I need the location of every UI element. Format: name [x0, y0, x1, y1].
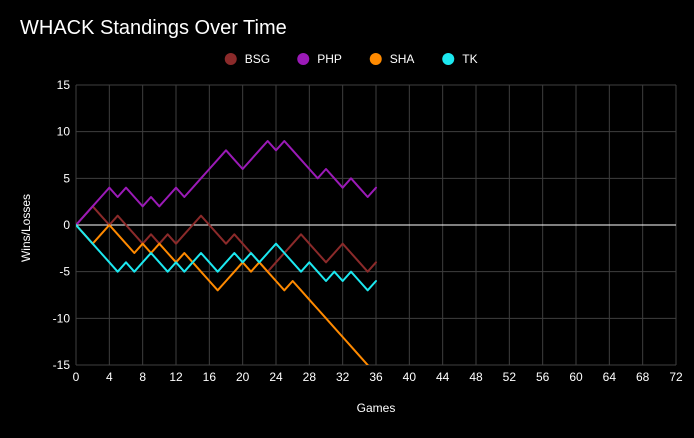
- y-tick-label: 15: [57, 78, 71, 92]
- x-tick-label: 8: [139, 370, 146, 384]
- legend-item-tk[interactable]: TK: [442, 52, 478, 66]
- legend[interactable]: BSG PHP SHA TK: [224, 52, 478, 66]
- chart-title: WHACK Standings Over Time: [20, 17, 287, 39]
- x-tick-label: 48: [469, 370, 483, 384]
- x-tick-label: 52: [503, 370, 517, 384]
- legend-label: SHA: [390, 52, 415, 66]
- x-tick-label: 4: [106, 370, 113, 384]
- legend-marker: [297, 53, 310, 65]
- x-tick-label: 28: [303, 370, 317, 384]
- x-tick-label: 24: [269, 370, 283, 384]
- series-line-php: [76, 140, 377, 226]
- x-tick-label: 36: [369, 370, 383, 384]
- x-tick-label: 44: [436, 370, 450, 384]
- legend-marker: [224, 53, 237, 65]
- series-line-sha: [76, 224, 370, 365]
- y-axis-label: Wins/Losses: [19, 194, 33, 262]
- y-tick-label: 5: [63, 171, 70, 185]
- series-group: [76, 140, 377, 365]
- x-axis-ticks: 0 4 8 12 16 20 24 28 32 36 40 44 48 52 56 60 64 68 72: [73, 370, 683, 384]
- y-tick-label: 10: [57, 125, 71, 139]
- legend-marker: [369, 53, 382, 65]
- x-tick-label: 72: [669, 370, 683, 384]
- x-tick-label: 40: [403, 370, 417, 384]
- x-tick-label: 64: [603, 370, 617, 384]
- y-tick-label: -15: [53, 358, 71, 372]
- x-tick-label: 16: [203, 370, 217, 384]
- series-line-tk: [76, 224, 377, 292]
- y-tick-label: -10: [53, 311, 71, 325]
- x-tick-label: 68: [636, 370, 650, 384]
- x-tick-label: 56: [536, 370, 550, 384]
- series-line-bsg: [76, 205, 377, 273]
- y-tick-label: -5: [59, 265, 70, 279]
- legend-item-php[interactable]: PHP: [297, 52, 342, 66]
- y-axis-ticks: 15 10 5 0 -5 -10 -15: [53, 78, 71, 372]
- legend-marker: [442, 53, 455, 65]
- x-tick-label: 20: [236, 370, 250, 384]
- y-tick-label: 0: [63, 218, 70, 232]
- x-tick-label: 32: [336, 370, 350, 384]
- legend-item-bsg[interactable]: BSG: [224, 52, 270, 66]
- legend-label: TK: [462, 52, 477, 66]
- legend-label: BSG: [245, 52, 270, 66]
- x-tick-label: 60: [569, 370, 583, 384]
- x-tick-label: 12: [169, 370, 183, 384]
- x-axis-label: Games: [357, 401, 396, 415]
- x-tick-label: 0: [73, 370, 80, 384]
- legend-item-sha[interactable]: SHA: [369, 52, 415, 66]
- legend-label: PHP: [317, 52, 342, 66]
